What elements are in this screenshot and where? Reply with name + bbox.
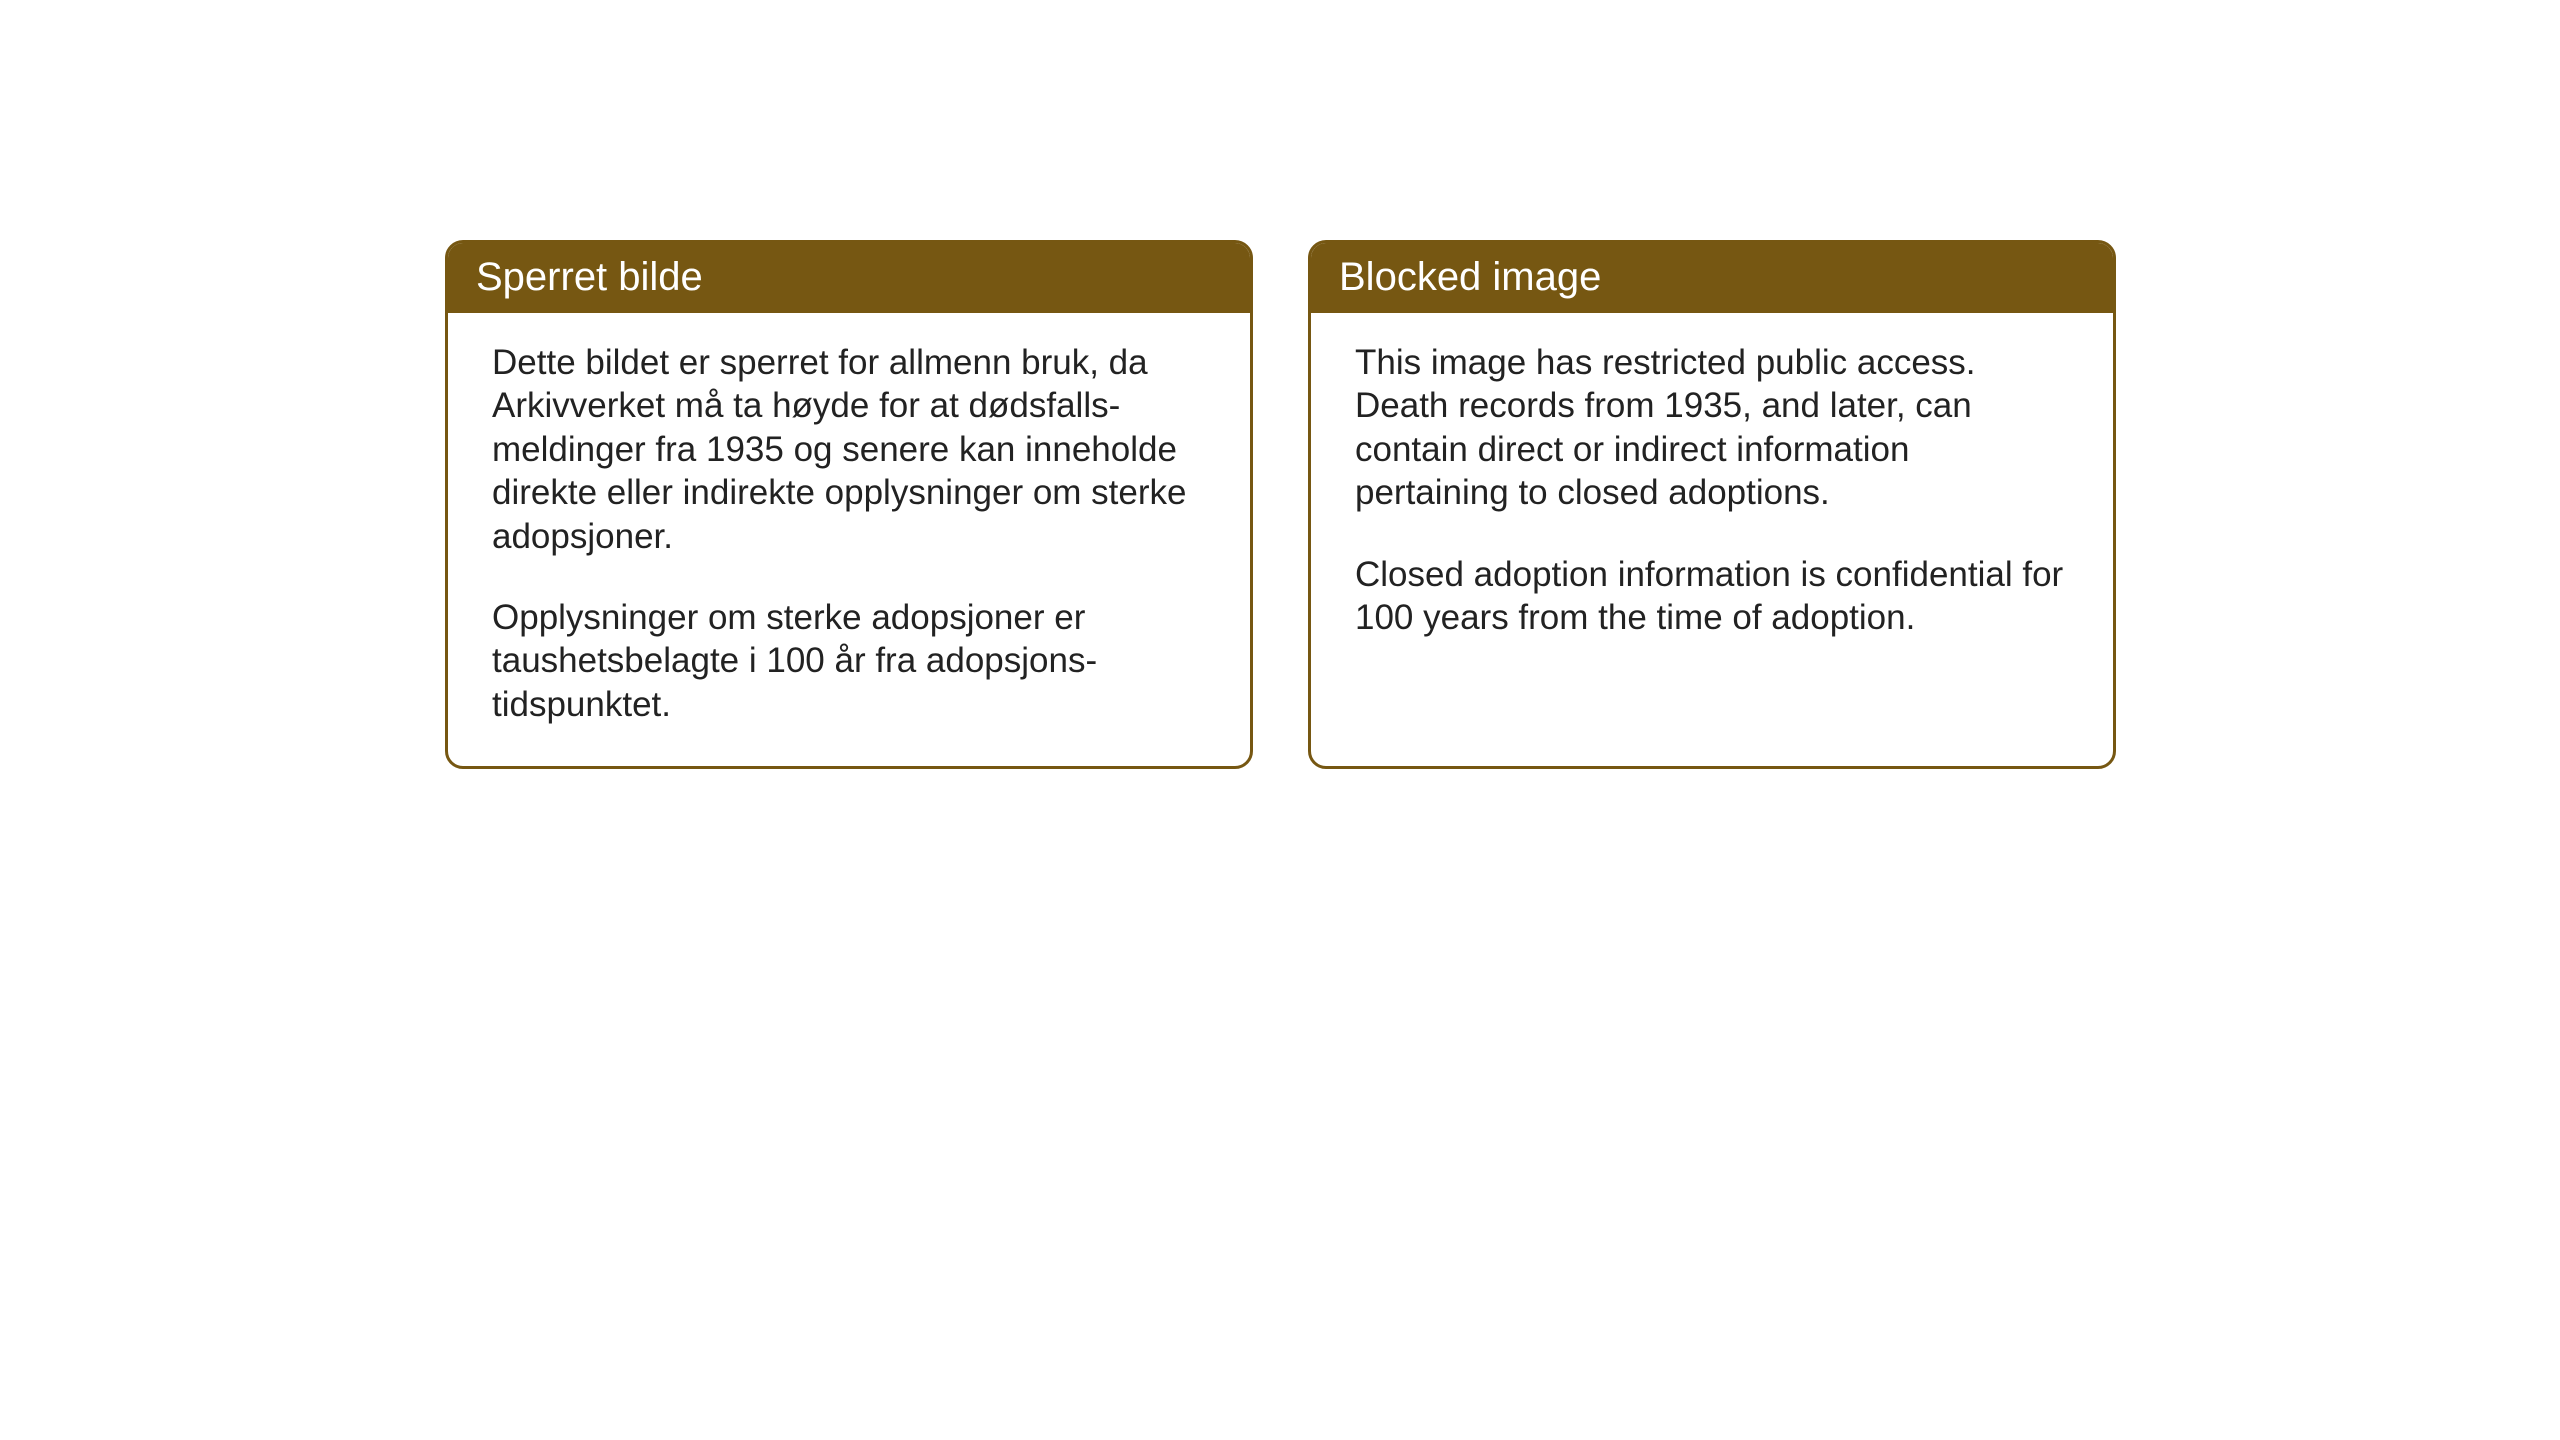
notice-cards-container: Sperret bilde Dette bildet er sperret fo… — [445, 240, 2116, 769]
card-paragraph2-english: Closed adoption information is confident… — [1355, 553, 2069, 640]
card-paragraph1-norwegian: Dette bildet er sperret for allmenn bruk… — [492, 341, 1206, 558]
card-header-english: Blocked image — [1311, 243, 2113, 313]
card-paragraph1-english: This image has restricted public access.… — [1355, 341, 2069, 515]
card-paragraph2-norwegian: Opplysninger om sterke adopsjoner er tau… — [492, 596, 1206, 726]
card-title-norwegian: Sperret bilde — [476, 255, 703, 299]
card-body-norwegian: Dette bildet er sperret for allmenn bruk… — [448, 313, 1250, 766]
notice-card-english: Blocked image This image has restricted … — [1308, 240, 2116, 769]
card-title-english: Blocked image — [1339, 255, 1601, 299]
notice-card-norwegian: Sperret bilde Dette bildet er sperret fo… — [445, 240, 1253, 769]
card-body-english: This image has restricted public access.… — [1311, 313, 2113, 766]
card-header-norwegian: Sperret bilde — [448, 243, 1250, 313]
